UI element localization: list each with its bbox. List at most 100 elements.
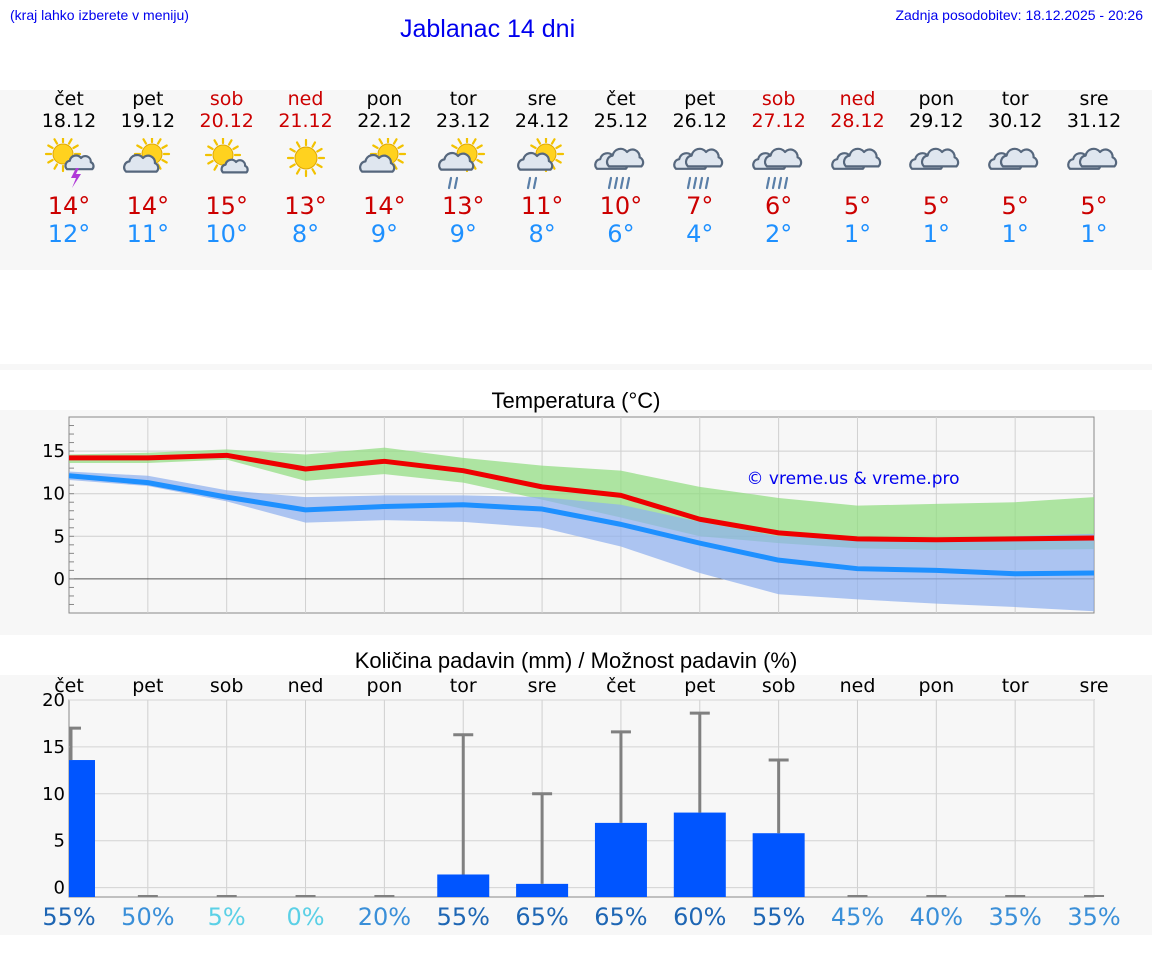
day-name: pon	[366, 88, 403, 110]
forecast-day: ned 21.12 13° 8°	[267, 88, 345, 248]
min-temperature-line	[68, 473, 1095, 577]
precipitation-day-label: tor	[449, 675, 477, 697]
min-temperature: 10°	[205, 220, 248, 248]
y-tick-label: 10	[42, 484, 65, 505]
location-menu-note: (kraj lahko izberete v meniju)	[10, 7, 189, 23]
precipitation-probability: 40%	[909, 903, 964, 931]
forecast-day: tor 30.12 5° 1°	[976, 88, 1054, 248]
max-temperature: 5°	[922, 192, 950, 220]
min-temperature: 8°	[291, 220, 320, 248]
min-temperature: 8°	[528, 220, 556, 248]
daily-forecast-panel	[0, 90, 1152, 270]
sun-cloud-icon	[122, 138, 170, 173]
precipitation-probability: 55%	[436, 903, 490, 931]
day-date: 25.12	[593, 110, 649, 132]
day-date: 31.12	[1066, 110, 1122, 132]
y-tick-label: 0	[54, 569, 65, 590]
cloud-rain-icon	[673, 147, 723, 190]
sun-cloud-rain-icon	[517, 138, 565, 190]
precipitation-day-label: sre	[1079, 675, 1109, 697]
precipitation-bar	[437, 874, 490, 897]
precipitation-bar	[594, 822, 647, 897]
min-temperature: 1°	[1080, 220, 1108, 248]
day-name: tor	[1001, 88, 1029, 110]
day-name: čet	[606, 88, 636, 110]
forecast-day: tor 23.12 13° 9°	[424, 88, 502, 248]
temperature-chart-title: Temperatura (°C)	[491, 388, 661, 413]
forecast-day: čet 18.12 14° 12°	[30, 88, 108, 248]
precipitation-bar	[752, 833, 805, 897]
precipitation-probability: 65%	[594, 903, 648, 931]
precipitation-probability: 5%	[207, 903, 246, 931]
forecast-day: pet 19.12 14° 11°	[109, 88, 187, 248]
max-temperature: 13°	[441, 192, 485, 220]
precipitation-probability: 50%	[121, 903, 175, 931]
precipitation-chart-title: Količina padavin (mm) / Možnost padavin …	[354, 648, 798, 673]
min-temperature: 1°	[1001, 220, 1029, 248]
y-tick-label: 20	[42, 690, 65, 711]
max-temperature: 7°	[686, 192, 714, 220]
max-temperature-range-band	[69, 447, 1094, 550]
precipitation-probability: 60%	[673, 903, 727, 931]
day-name: ned	[839, 88, 876, 110]
day-name: pet	[684, 88, 716, 110]
min-temperature-range-band	[69, 471, 1094, 612]
min-temperature: 12°	[47, 220, 91, 248]
last-updated: Zadnja posodobitev: 18.12.2025 - 20:26	[895, 7, 1143, 23]
precipitation-probability: 55%	[751, 903, 806, 931]
forecast-day: sob 27.12 6° 2°	[740, 88, 818, 248]
precipitation-day-label: pet	[132, 675, 164, 697]
day-name: pon	[918, 88, 955, 110]
day-date: 30.12	[987, 110, 1043, 132]
min-temperature: 4°	[686, 220, 714, 248]
day-date: 20.12	[199, 110, 254, 132]
precipitation-chart: 0 5 10 15 20	[42, 690, 1105, 899]
cloud-icon	[988, 147, 1039, 170]
day-name: čet	[54, 88, 84, 110]
sun-icon	[286, 138, 325, 178]
max-temperature: 5°	[1080, 192, 1108, 220]
precipitation-probability: 55%	[42, 903, 96, 931]
sun-cloud-icon	[359, 138, 407, 173]
y-tick-label: 10	[42, 784, 65, 805]
day-name: sre	[1079, 88, 1109, 110]
forecast-day: pet 26.12 7° 4°	[661, 88, 739, 248]
y-tick-label: 0	[54, 878, 65, 899]
max-temperature: 14°	[126, 192, 170, 220]
sun-cloud-thunder-icon	[44, 138, 95, 188]
y-tick-label: 15	[42, 441, 65, 462]
day-name: pet	[132, 88, 164, 110]
min-temperature: 6°	[607, 220, 635, 248]
precipitation-probability: 45%	[830, 903, 885, 931]
day-date: 19.12	[120, 110, 176, 132]
precipitation-day-label: ned	[287, 675, 324, 697]
day-date: 29.12	[909, 110, 964, 132]
max-temperature: 13°	[284, 192, 327, 220]
precipitation-day-label: pon	[366, 675, 403, 697]
day-name: sob	[761, 88, 796, 110]
precipitation-probability: 35%	[1067, 903, 1121, 931]
forecast-day: sre 31.12 5° 1°	[1055, 88, 1133, 248]
y-tick-label: 5	[54, 831, 65, 852]
max-temperature: 14°	[363, 192, 406, 220]
max-temperature: 5°	[843, 192, 872, 220]
min-temperature: 1°	[922, 220, 950, 248]
max-temperature: 5°	[1001, 192, 1029, 220]
day-date: 21.12	[278, 110, 333, 132]
min-temperature: 2°	[765, 220, 793, 248]
precipitation-bar	[516, 883, 569, 897]
sun-small-cloud-icon	[204, 138, 249, 174]
sun-cloud-rain-icon	[438, 138, 486, 190]
precipitation-probability: 35%	[988, 903, 1042, 931]
precipitation-day-label: sre	[527, 675, 557, 697]
min-temperature: 9°	[449, 220, 477, 248]
day-date: 27.12	[751, 110, 806, 132]
min-temperature: 9°	[370, 220, 399, 248]
cloud-icon	[909, 147, 960, 170]
page-title: Jablanac 14 dni	[400, 15, 576, 43]
y-tick-label: 15	[42, 737, 65, 758]
cloud-icon	[1067, 147, 1118, 170]
cloud-rain-icon	[751, 147, 802, 190]
precipitation-day-label: pet	[684, 675, 716, 697]
cloud-rain-icon	[594, 147, 645, 190]
